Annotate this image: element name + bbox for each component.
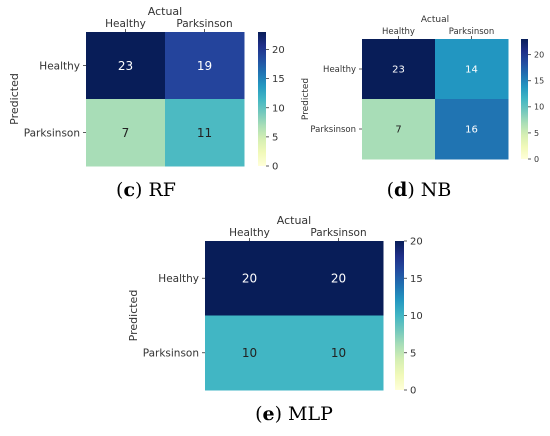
cell-value-label: 20 — [242, 272, 257, 286]
colorbar-tick-label: 10 — [272, 103, 285, 114]
heatmap-cell — [362, 99, 436, 160]
heatmap-cell — [362, 39, 436, 100]
cell-value-label: 11 — [197, 126, 212, 140]
y-tick-label: Healthy — [39, 60, 80, 72]
heatmap-cell — [435, 39, 509, 100]
x-tick-label: Parksinson — [310, 227, 366, 239]
heatmap-cell — [86, 99, 166, 167]
y-tick-label: Parksinson — [24, 127, 80, 139]
y-tick-label: Parksinson — [143, 348, 199, 360]
heatmap-cell — [205, 241, 295, 316]
colorbar-tick-label: 10 — [410, 311, 423, 322]
colorbar-tick-label: 0 — [410, 386, 416, 397]
cell-value-label: 19 — [197, 59, 212, 73]
axis-label-predicted: Predicted — [127, 290, 140, 342]
colorbar-tick-label: 0 — [272, 162, 278, 173]
subfigure-caption: (e) MLP — [255, 403, 333, 425]
heatmap-cell — [205, 315, 295, 391]
colorbar — [521, 39, 528, 159]
colorbar-tick-label: 5 — [534, 129, 539, 138]
colorbar-tick-label: 15 — [272, 74, 285, 85]
colorbar-tick-label: 15 — [410, 274, 423, 285]
colorbar-tick-label: 20 — [272, 45, 285, 56]
axis-label-predicted: Predicted — [301, 78, 311, 120]
subfigure-caption: (d) NB — [387, 179, 452, 201]
colorbar — [395, 241, 404, 390]
colorbar-tick-label: 15 — [534, 77, 544, 86]
heatmap-cell — [165, 99, 245, 167]
cell-value-label: 10 — [331, 346, 346, 360]
cell-value-label: 20 — [331, 272, 346, 286]
cell-value-label: 7 — [395, 125, 401, 136]
axis-title-actual: Actual — [148, 5, 182, 18]
heatmap-cell — [294, 241, 384, 316]
cell-value-label: 7 — [122, 126, 130, 140]
axis-title-actual: Actual — [421, 15, 449, 25]
colorbar — [258, 32, 266, 166]
cell-value-label: 10 — [242, 346, 257, 360]
cell-value-label: 23 — [118, 59, 133, 73]
x-tick-label: Parksinson — [176, 18, 232, 30]
colorbar-tick-label: 5 — [410, 348, 416, 359]
axis-label-predicted: Predicted — [8, 73, 21, 125]
axis-title-actual: Actual — [277, 214, 311, 227]
x-tick-label: Healthy — [229, 227, 270, 239]
x-tick-label: Healthy — [382, 27, 415, 37]
heatmap-cell — [86, 32, 166, 100]
y-tick-label: Healthy — [158, 273, 199, 285]
cell-value-label: 16 — [465, 125, 478, 136]
colorbar-tick-label: 5 — [272, 132, 278, 143]
heatmap-cell — [435, 99, 509, 160]
x-tick-label: Parksinson — [449, 27, 495, 37]
x-tick-label: Healthy — [105, 18, 146, 30]
colorbar-tick-label: 20 — [534, 51, 544, 60]
colorbar-tick-label: 10 — [534, 103, 544, 112]
subfigure-caption: (c) RF — [116, 179, 176, 201]
y-tick-label: Healthy — [323, 65, 356, 75]
colorbar-tick-label: 0 — [534, 155, 539, 164]
heatmap-panel-e: 20 20 10 10 Actual Healthy Parksinson Healthy Pa… — [127, 214, 423, 425]
y-tick-label: Parksinson — [310, 125, 356, 135]
cell-value-label: 14 — [465, 65, 478, 76]
heatmap-cell — [165, 32, 245, 100]
heatmap-panel-d: 23 14 7 16 Actual Healthy Parksinson Healthy Par… — [301, 15, 544, 201]
heatmap-cell — [294, 315, 384, 391]
colorbar-tick-label: 20 — [410, 237, 423, 248]
cell-value-label: 23 — [392, 65, 405, 76]
